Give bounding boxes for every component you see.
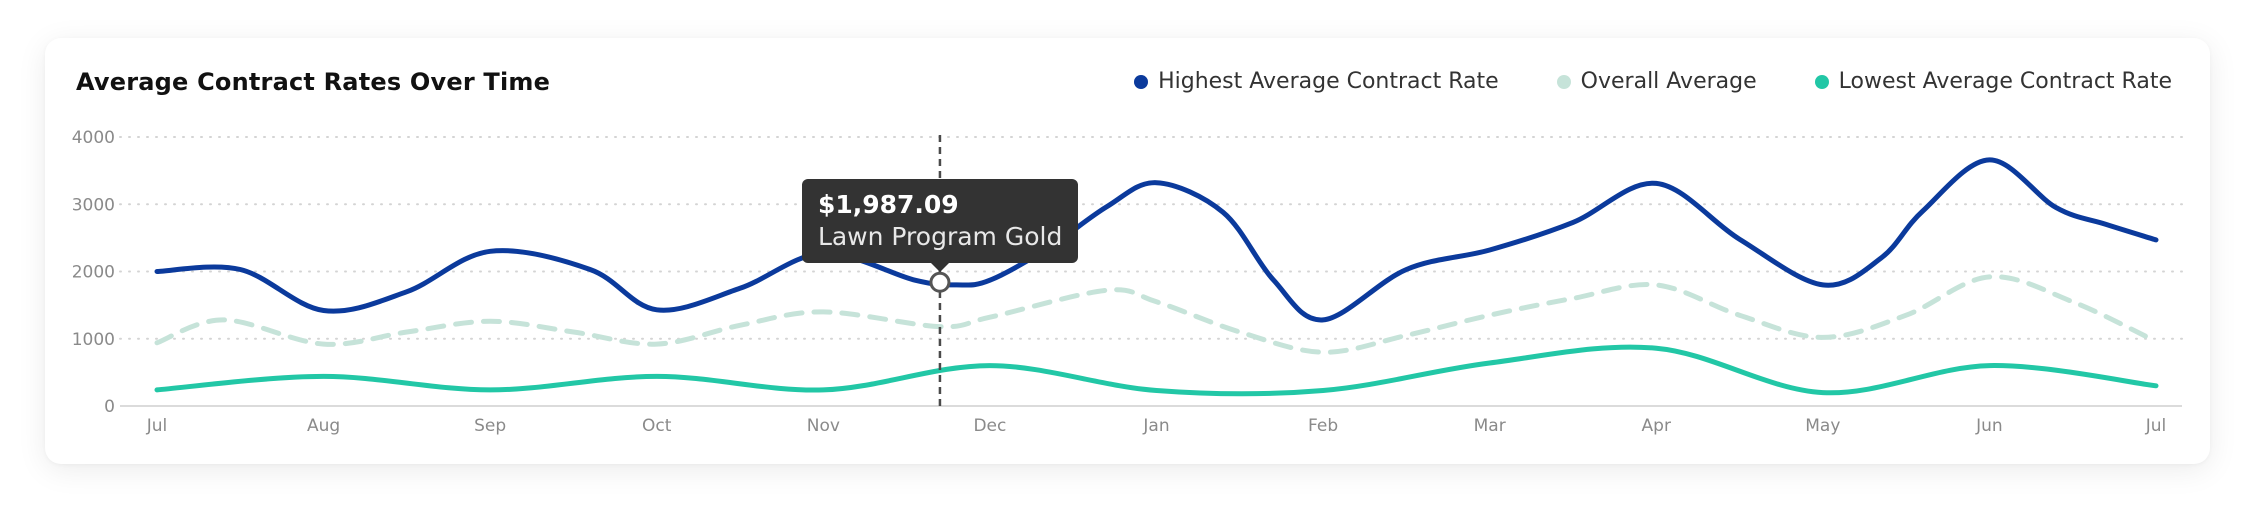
y-tick-label-1000: 1000 xyxy=(72,330,115,350)
legend-item-lowest[interactable]: Lowest Average Contract Rate xyxy=(1814,69,2172,94)
y-tick-label-0: 0 xyxy=(104,397,115,417)
legend-swatch-highest xyxy=(1134,74,1149,89)
x-tick-label-dec-5: Dec xyxy=(973,416,1006,436)
hover-point-marker[interactable] xyxy=(929,271,951,293)
tooltip-arrow xyxy=(931,263,950,273)
x-tick-label-jul-0: Jul xyxy=(146,416,168,436)
legend-label-highest: Highest Average Contract Rate xyxy=(1158,69,1499,94)
legend-swatch-lowest xyxy=(1814,74,1829,89)
x-tick-label-aug-1: Aug xyxy=(307,416,340,436)
legend-swatch-overall xyxy=(1556,74,1571,89)
x-tick-label-jun-11: Jun xyxy=(1975,416,2003,436)
x-tick-label-sep-2: Sep xyxy=(474,416,506,436)
x-tick-label-mar-8: Mar xyxy=(1474,416,1506,436)
y-tick-label-4000: 4000 xyxy=(72,128,115,148)
x-tick-label-jul-12: Jul xyxy=(2145,416,2167,436)
x-tick-label-may-10: May xyxy=(1805,416,1840,436)
series-line-overall-average[interactable] xyxy=(154,274,2159,355)
x-tick-label-nov-4: Nov xyxy=(807,416,840,436)
chart-tooltip: $1,987.09 Lawn Program Gold xyxy=(801,179,1079,273)
legend-item-overall[interactable]: Overall Average xyxy=(1556,69,1757,94)
x-tick-label-apr-9: Apr xyxy=(1642,416,1671,436)
series-line-highest-average-contract-rate[interactable] xyxy=(154,157,2159,323)
legend-label-overall: Overall Average xyxy=(1580,69,1757,94)
x-tick-label-feb-7: Feb xyxy=(1308,416,1338,436)
chart-card: Average Contract Rates Over Time Highest… xyxy=(45,38,2210,464)
x-tick-label-oct-3: Oct xyxy=(642,416,672,436)
chart-legend: Highest Average Contract Rate Overall Av… xyxy=(1134,69,2172,94)
tooltip-value: $1,987.09 xyxy=(817,190,959,220)
series-line-lowest-average-contract-rate[interactable] xyxy=(154,344,2159,397)
legend-label-lowest: Lowest Average Contract Rate xyxy=(1838,69,2172,94)
chart-title: Average Contract Rates Over Time xyxy=(76,68,551,96)
legend-item-highest[interactable]: Highest Average Contract Rate xyxy=(1134,69,1499,94)
y-tick-label-3000: 3000 xyxy=(72,195,115,215)
chart-plot[interactable]: 0 1000 2000 3000 4000 Jul Aug Sep Oct Nov Dec Jan Fe… xyxy=(45,38,2210,464)
x-tick-label-jan-6: Jan xyxy=(1142,416,1169,436)
y-tick-label-2000: 2000 xyxy=(72,263,115,283)
tooltip-label: Lawn Program Gold xyxy=(817,222,1063,252)
